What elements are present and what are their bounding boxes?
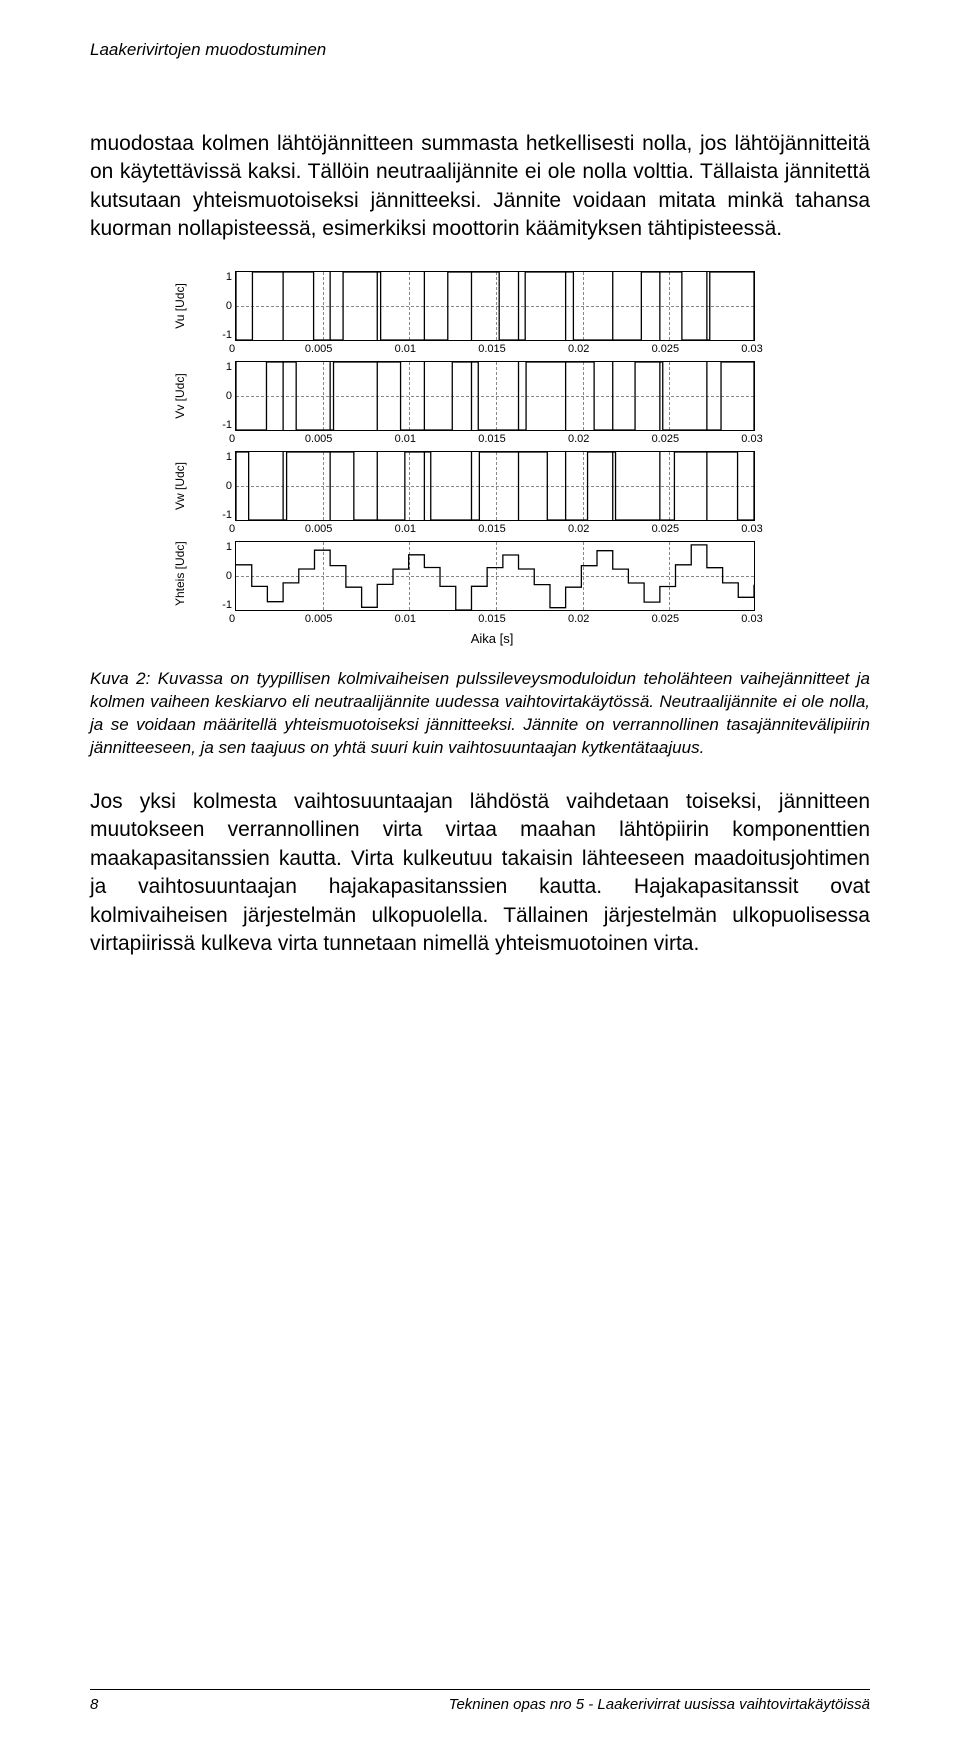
chart-panel-1: Vv [Udc] 10-1 <box>150 361 870 431</box>
x-axis-label: Aika [s] <box>232 631 752 646</box>
y-ticks: 10-1 <box>210 361 235 431</box>
y-ticks: 10-1 <box>210 271 235 341</box>
y-axis-label: Vu [Udc] <box>173 276 187 336</box>
chart-panel-0: Vu [Udc] 10-1 <box>150 271 870 341</box>
y-axis-label: Yhteis [Udc] <box>173 546 187 606</box>
page-footer: 8 Tekninen opas nro 5 - Laakerivirrat uu… <box>90 1689 870 1713</box>
x-ticks: 00.0050.010.0150.020.0250.03 <box>232 613 752 627</box>
page: Laakerivirtojen muodostuminen muodostaa … <box>0 0 960 1743</box>
page-number: 8 <box>90 1696 98 1713</box>
figure-2-caption: Kuva 2: Kuvassa on tyypillisen kolmivaih… <box>90 668 870 760</box>
plot-area <box>235 541 755 611</box>
figure-2: Vu [Udc] 10-1 00.0050.010.0150.020.0250.03… <box>150 271 870 646</box>
x-ticks: 00.0050.010.0150.020.0250.03 <box>232 523 752 537</box>
plot-area <box>235 451 755 521</box>
x-ticks: 00.0050.010.0150.020.0250.03 <box>232 343 752 357</box>
y-axis-label: Vv [Udc] <box>173 366 187 426</box>
plot-area <box>235 271 755 341</box>
paragraph-1: muodostaa kolmen lähtöjännitteen summast… <box>90 130 870 243</box>
footer-title: Tekninen opas nro 5 - Laakerivirrat uusi… <box>449 1696 870 1713</box>
y-axis-label: Vw [Udc] <box>173 456 187 516</box>
y-ticks: 10-1 <box>210 451 235 521</box>
plot-area <box>235 361 755 431</box>
page-header: Laakerivirtojen muodostuminen <box>90 40 870 60</box>
y-ticks: 10-1 <box>210 541 235 611</box>
chart-panel-3: Yhteis [Udc] 10-1 <box>150 541 870 611</box>
x-ticks: 00.0050.010.0150.020.0250.03 <box>232 433 752 447</box>
paragraph-2: Jos yksi kolmesta vaihtosuuntaajan lähdö… <box>90 788 870 958</box>
chart-panel-2: Vw [Udc] 10-1 <box>150 451 870 521</box>
